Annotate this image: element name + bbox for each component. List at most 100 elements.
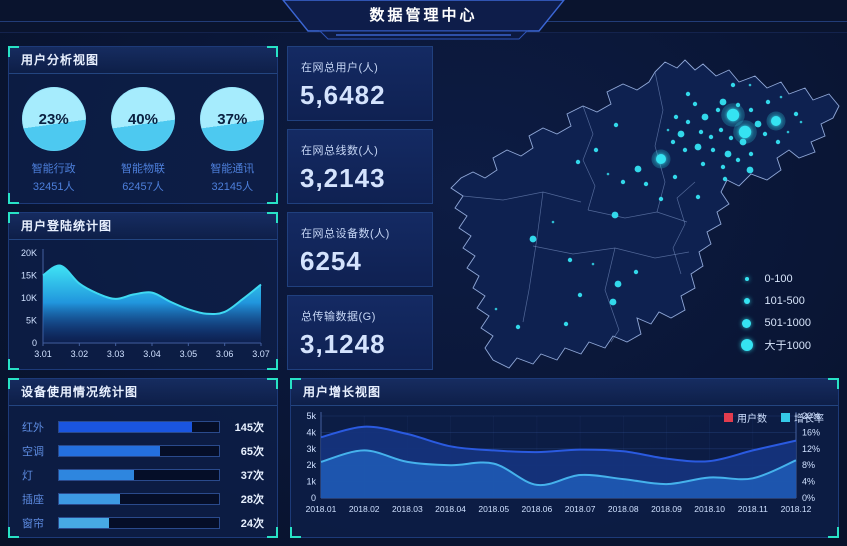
header-decoration [0, 0, 847, 40]
x-axis-tick: 3.05 [180, 349, 198, 359]
left-axis-tick: 5k [306, 411, 316, 421]
panel-title-user-growth: 用户增长视图 [291, 379, 838, 406]
device-value: 65次 [240, 446, 264, 458]
map-dot [613, 122, 619, 128]
stat-card-total-devices: 在网总设备数(人) 6254 [287, 212, 433, 287]
device-bar-track [58, 445, 220, 457]
analysis-item: 23% 智能行政 32451人 [14, 87, 94, 194]
x-axis-tick: 2018.12 [781, 504, 812, 514]
right-axis-tick: 8% [802, 460, 815, 470]
x-axis-tick: 3.03 [107, 349, 125, 359]
device-value: 28次 [240, 494, 264, 506]
map-dot [515, 324, 521, 330]
corner-decoration [290, 378, 301, 389]
map-region-borders [462, 71, 696, 343]
map-dot [748, 83, 752, 87]
corner-decoration [290, 527, 301, 538]
device-value: 24次 [240, 518, 264, 530]
map-dot [710, 147, 716, 153]
right-axis-tick: 20% [802, 411, 820, 421]
map-dot [738, 125, 752, 139]
corner-decoration [267, 527, 278, 538]
page-title: 数据管理中心 [369, 7, 478, 24]
map-dot [754, 120, 762, 128]
map-dot [728, 135, 734, 141]
map-dot [735, 102, 741, 108]
map-dot [762, 131, 768, 137]
map-dot [735, 157, 741, 163]
map-dot [692, 101, 698, 107]
legend-dot-icon [742, 318, 751, 328]
device-row: 插座 28次 [9, 487, 277, 511]
circle-percent: 23% [38, 110, 69, 128]
map-dot [658, 196, 664, 202]
legend-swatch-icon [781, 413, 790, 422]
legend-item-growth-rate[interactable]: 增长率 [781, 410, 824, 425]
map-dot [726, 108, 740, 122]
device-row: 红外 145次 [9, 415, 277, 439]
stat-card-total-lines: 在网总线数(人) 3,2143 [287, 129, 433, 204]
login-series-area [43, 265, 261, 343]
x-axis-tick: 2018.10 [694, 504, 725, 514]
legend-item-users[interactable]: 用户数 [724, 410, 767, 425]
x-axis-tick: 3.07 [252, 349, 270, 359]
stat-label: 在网总线数(人) [301, 145, 379, 157]
map-dot [695, 194, 701, 200]
stat-card-total-data: 总传输数据(G) 3,1248 [287, 295, 433, 370]
x-axis-tick: 3.04 [143, 349, 161, 359]
map-dot [620, 179, 626, 185]
login-series-line [42, 264, 262, 316]
x-axis-tick: 3.02 [71, 349, 89, 359]
liquid-circle: 40% [110, 87, 175, 151]
corner-decoration [828, 527, 839, 538]
corner-decoration [267, 378, 278, 389]
circle-percent: 40% [127, 110, 158, 128]
device-bar-track [58, 469, 220, 481]
map-dot [722, 176, 728, 182]
device-label: 空调 [22, 446, 44, 458]
growth-area-chart: 0 0% 1k 4% 2k 8% 3k 12% 4k 16% 5k 20% 2018.01 2018.02… [306, 411, 820, 514]
device-value: 37次 [240, 470, 264, 482]
analysis-item: 37% 智能通讯 32145人 [192, 87, 272, 194]
map-dot [748, 151, 754, 157]
map-dot [677, 130, 685, 138]
device-label: 灯 [22, 470, 33, 482]
login-area-chart: 0 5K 10K 15K 20K 3.01 3.02 3.03 3.04 3.05 3.06 3.07 [21, 248, 270, 359]
map-legend-item: 大于1000 [739, 334, 812, 356]
map-dot [708, 134, 714, 140]
region-map: 0-100 101-500 501-1000 大于1000 [433, 42, 843, 378]
circle-name: 智能行政 [31, 163, 76, 175]
legend-label: 101-500 [764, 295, 805, 307]
legend-dot-icon [743, 298, 750, 304]
map-legend-item: 101-500 [739, 290, 812, 312]
x-axis-tick: 2018.09 [651, 504, 682, 514]
x-axis-tick: 2018.02 [349, 504, 380, 514]
map-dot [730, 82, 736, 88]
panel-title-user-analysis: 用户分析视图 [9, 47, 277, 74]
panel-login-stats: 用户登陆统计图 0 5K 10K 15K 20K 3.01 3.02 3.03 3.04 3.05… [8, 212, 278, 370]
left-axis-tick: 1k [306, 477, 316, 487]
device-label: 红外 [22, 422, 44, 434]
map-legend: 0-100 101-500 501-1000 大于1000 [739, 268, 812, 356]
corner-decoration [267, 359, 278, 370]
map-dot [793, 111, 799, 117]
stat-label: 在网总设备数(人) [301, 228, 390, 240]
stat-card-total-users: 在网总用户(人) 5,6482 [287, 46, 433, 121]
map-dot [672, 174, 678, 180]
map-dot [606, 172, 610, 176]
map-dot [591, 262, 595, 266]
circle-count: 32145人 [211, 181, 254, 193]
map-dot [614, 280, 622, 288]
y-axis-tick: 0 [32, 338, 37, 348]
stat-label: 总传输数据(G) [301, 311, 376, 323]
map-dot [567, 257, 573, 263]
map-dot [577, 292, 583, 298]
legend-label: 增长率 [794, 414, 824, 425]
device-label: 插座 [22, 494, 44, 506]
stat-value: 6254 [300, 246, 362, 276]
map-dot [529, 235, 537, 243]
device-bar-track [58, 517, 220, 529]
corner-decoration [8, 378, 19, 389]
stat-label: 在网总用户(人) [301, 62, 379, 74]
